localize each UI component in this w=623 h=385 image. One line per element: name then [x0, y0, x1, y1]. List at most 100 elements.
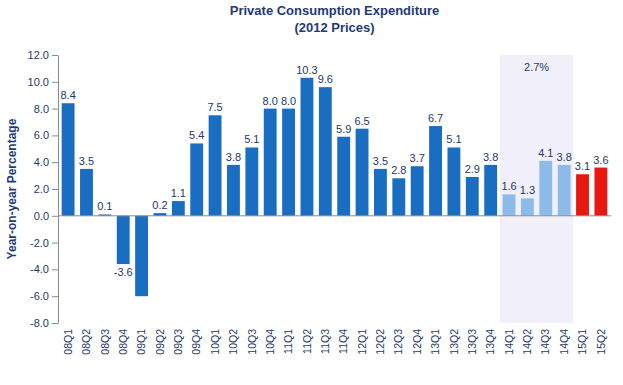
- title: Private Consumption Expenditure: [230, 3, 439, 18]
- x-tick-label: 08Q2: [80, 329, 92, 355]
- data-label: 6.5: [354, 115, 369, 127]
- y-axis-title: Year-on-year Percentage: [5, 118, 19, 259]
- x-tick-label: 11Q3: [319, 329, 331, 354]
- bar: [466, 177, 479, 216]
- x-tick-label: 09Q4: [190, 329, 202, 355]
- bar: [558, 165, 571, 216]
- data-label: 2.8: [391, 164, 406, 176]
- x-tick-label: 14Q2: [521, 329, 533, 355]
- plot: 2.7% -8.0 -6.0 -4.0 -2.0 0.0 2.0 4.0 6.0 8.0 10.0 1…: [28, 49, 611, 355]
- bar: [62, 103, 75, 216]
- x-tick: 08Q2: [80, 329, 92, 355]
- x-tick: 10Q3: [246, 329, 258, 355]
- data-label: 5.1: [244, 133, 259, 145]
- x-tick: 12Q1: [356, 329, 368, 355]
- bar: [227, 165, 240, 216]
- data-label: 3.5: [79, 155, 94, 167]
- x-tick: 08Q4: [117, 329, 129, 355]
- x-tick-label: 14Q1: [503, 329, 515, 355]
- bar: [392, 178, 405, 216]
- bar: [135, 216, 148, 296]
- y-tick: -4.0: [30, 263, 58, 275]
- bar: [411, 166, 424, 216]
- x-tick: 14Q2: [521, 329, 533, 355]
- x-tick: 14Q4: [558, 329, 570, 355]
- y-tick: -8.0: [30, 317, 58, 329]
- x-tick: 14Q1: [503, 329, 515, 355]
- bars: [62, 78, 608, 296]
- x-tick-label: 10Q1: [209, 329, 221, 355]
- y-tick-label: 6.0: [34, 129, 49, 141]
- x-tick: 11Q4: [337, 329, 349, 354]
- y-tick-label: 8.0: [34, 103, 49, 115]
- x-tick: 11Q1: [282, 329, 294, 354]
- x-tick: 11Q3: [319, 329, 331, 354]
- y-tick-label: 2.0: [34, 183, 49, 195]
- x-tick-label: 10Q2: [227, 329, 239, 355]
- data-label: 3.1: [575, 160, 590, 172]
- x-tick-label: 12Q3: [392, 329, 404, 355]
- x-tick-label: 12Q1: [356, 329, 368, 355]
- x-tick-label: 12Q2: [374, 329, 386, 355]
- data-label: 2.9: [465, 163, 480, 175]
- y-tick: 10.0: [28, 76, 58, 88]
- x-tick: 13Q2: [448, 329, 460, 355]
- x-tick-label: 13Q3: [466, 329, 478, 355]
- data-label: -3.6: [114, 266, 133, 278]
- y-tick-label: 4.0: [34, 156, 49, 168]
- x-tick: 09Q4: [190, 329, 202, 355]
- x-tick: 11Q2: [301, 329, 313, 354]
- data-label: 3.6: [593, 154, 608, 166]
- x-tick: 12Q3: [392, 329, 404, 355]
- bar: [503, 194, 516, 215]
- data-label: 3.7: [410, 152, 425, 164]
- data-label: 10.3: [296, 64, 317, 76]
- bar: [429, 126, 442, 216]
- x-tick: 13Q1: [429, 329, 441, 355]
- y-tick-label: -2.0: [30, 237, 49, 249]
- x-tick-label: 15Q2: [595, 329, 607, 355]
- y-tick-mark: [52, 82, 58, 83]
- x-tick: 13Q3: [466, 329, 478, 355]
- x-tick-label: 09Q1: [135, 329, 147, 355]
- x-tick: 09Q3: [172, 329, 184, 355]
- data-label: 9.6: [318, 73, 333, 85]
- x-tick-label: 13Q1: [429, 329, 441, 355]
- bar: [447, 147, 460, 215]
- y-tick-mark: [52, 189, 58, 190]
- x-tick-label: 11Q1: [282, 329, 294, 354]
- highlight-band: [500, 55, 573, 323]
- x-tick-label: 10Q3: [246, 329, 258, 355]
- subtitle: (2012 Prices): [294, 20, 374, 35]
- y-tick-label: -8.0: [30, 317, 49, 329]
- y-tick-mark: [52, 135, 58, 136]
- y-tick-mark: [52, 162, 58, 163]
- data-label: 5.4: [189, 129, 204, 141]
- y-tick-mark: [52, 323, 58, 324]
- baseline: [58, 215, 611, 216]
- annotation: 2.7%: [524, 61, 549, 73]
- y-tick: 0.0: [34, 210, 58, 222]
- y-tick-mark: [52, 296, 58, 297]
- x-tick-label: 09Q2: [154, 329, 166, 355]
- x-tick-label: 14Q3: [539, 329, 551, 355]
- x-tick: 10Q2: [227, 329, 239, 355]
- x-tick: 15Q1: [576, 329, 588, 355]
- y-tick: 8.0: [34, 103, 58, 115]
- y-tick: 6.0: [34, 129, 58, 141]
- bar: [484, 165, 497, 216]
- y-tick: 2.0: [34, 183, 58, 195]
- x-tick: 08Q3: [99, 329, 111, 355]
- y-tick: -6.0: [30, 290, 58, 302]
- bar: [301, 78, 314, 216]
- x-tick-label: 14Q4: [558, 329, 570, 355]
- bar: [337, 137, 350, 216]
- bar: [356, 129, 369, 216]
- y-tick-mark: [52, 109, 58, 110]
- data-label: 3.8: [226, 151, 241, 163]
- y-axis-line: [58, 56, 59, 324]
- bar: [264, 109, 277, 216]
- y-tick-label: 12.0: [28, 49, 49, 61]
- y-tick-mark: [52, 269, 58, 270]
- x-tick: 09Q2: [154, 329, 166, 355]
